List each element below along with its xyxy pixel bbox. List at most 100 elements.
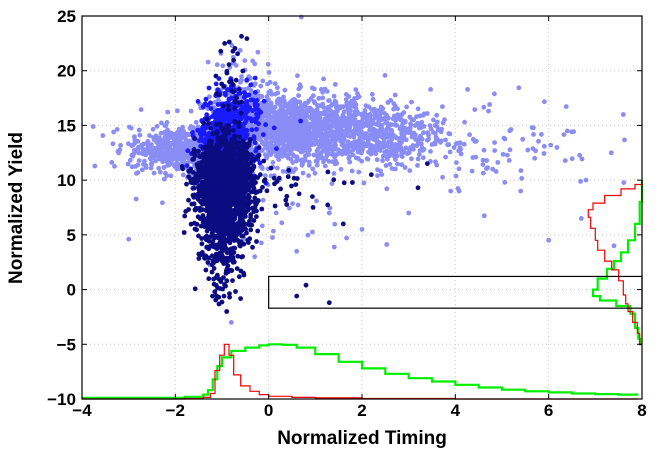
data-point [157, 169, 163, 175]
data-point [168, 173, 174, 179]
data-point [190, 170, 196, 175]
data-point [359, 158, 364, 164]
data-point [161, 140, 167, 146]
data-point [254, 214, 259, 220]
data-point [287, 143, 292, 149]
data-point [198, 189, 204, 194]
data-point [251, 218, 257, 223]
data-point [265, 61, 271, 67]
data-point [300, 160, 305, 166]
data-point [250, 58, 256, 64]
data-point [353, 87, 359, 92]
data-point [324, 112, 330, 118]
data-point [248, 75, 253, 81]
data-point [346, 126, 351, 132]
data-point [307, 114, 313, 120]
data-point [432, 140, 437, 146]
data-point [388, 129, 393, 135]
data-point [175, 154, 181, 160]
data-point [259, 240, 264, 246]
data-point [168, 131, 174, 137]
data-point [239, 74, 244, 79]
data-point [561, 132, 567, 138]
data-point [315, 141, 321, 147]
data-point [263, 122, 268, 128]
data-point [248, 82, 254, 88]
data-point [621, 180, 627, 186]
data-point [159, 120, 164, 126]
data-point [180, 166, 186, 172]
data-point [287, 123, 293, 129]
data-point [249, 127, 255, 133]
data-point [149, 142, 154, 147]
data-point [291, 97, 297, 102]
data-point [208, 125, 213, 131]
data-point [252, 254, 258, 260]
data-point [150, 126, 156, 132]
data-point [264, 140, 270, 145]
data-point [443, 137, 448, 143]
data-point [490, 166, 496, 172]
data-point [400, 147, 406, 153]
data-point [252, 140, 258, 146]
data-point [519, 176, 525, 181]
data-point [186, 197, 191, 203]
data-point [361, 180, 367, 186]
data-point [246, 161, 252, 167]
data-point [417, 148, 423, 153]
data-point [435, 127, 441, 133]
data-point [434, 112, 440, 118]
data-point [191, 185, 197, 191]
data-point [198, 192, 204, 198]
data-point [353, 106, 359, 111]
data-point [430, 129, 436, 135]
data-point [178, 140, 183, 145]
data-point [161, 176, 167, 182]
data-point [246, 165, 252, 171]
data-point [578, 179, 583, 184]
data-point [321, 157, 327, 163]
data-point [379, 126, 385, 132]
data-point [262, 173, 268, 179]
data-point [353, 102, 359, 107]
data-point [139, 167, 145, 173]
data-point [379, 172, 385, 178]
data-point [261, 98, 267, 104]
data-point [372, 127, 377, 133]
data-point [467, 132, 472, 138]
data-point [203, 96, 209, 102]
data-point [218, 107, 223, 113]
data-point [481, 213, 487, 219]
data-point [440, 174, 445, 180]
data-point [248, 97, 254, 103]
data-point [284, 133, 290, 139]
data-point [386, 150, 392, 156]
data-point [197, 153, 202, 159]
data-point [404, 104, 409, 110]
data-point [541, 143, 547, 149]
data-point [425, 130, 431, 136]
data-point [272, 134, 277, 140]
data-point [481, 104, 487, 110]
data-point [287, 205, 292, 211]
data-point [274, 146, 279, 152]
data-point [392, 103, 398, 109]
data-point [295, 202, 301, 208]
data-point [112, 163, 117, 169]
data-point [407, 168, 413, 174]
data-point [394, 135, 399, 141]
data-point [162, 144, 168, 150]
data-point [368, 150, 373, 156]
data-point [137, 132, 143, 138]
data-point [190, 130, 195, 135]
data-point [247, 218, 252, 224]
data-point [144, 146, 150, 152]
data-point [267, 146, 273, 152]
data-point [335, 147, 341, 153]
data-point [375, 146, 381, 152]
data-point [114, 126, 120, 132]
data-point [165, 109, 171, 115]
data-point [269, 139, 274, 145]
data-point [298, 127, 304, 133]
